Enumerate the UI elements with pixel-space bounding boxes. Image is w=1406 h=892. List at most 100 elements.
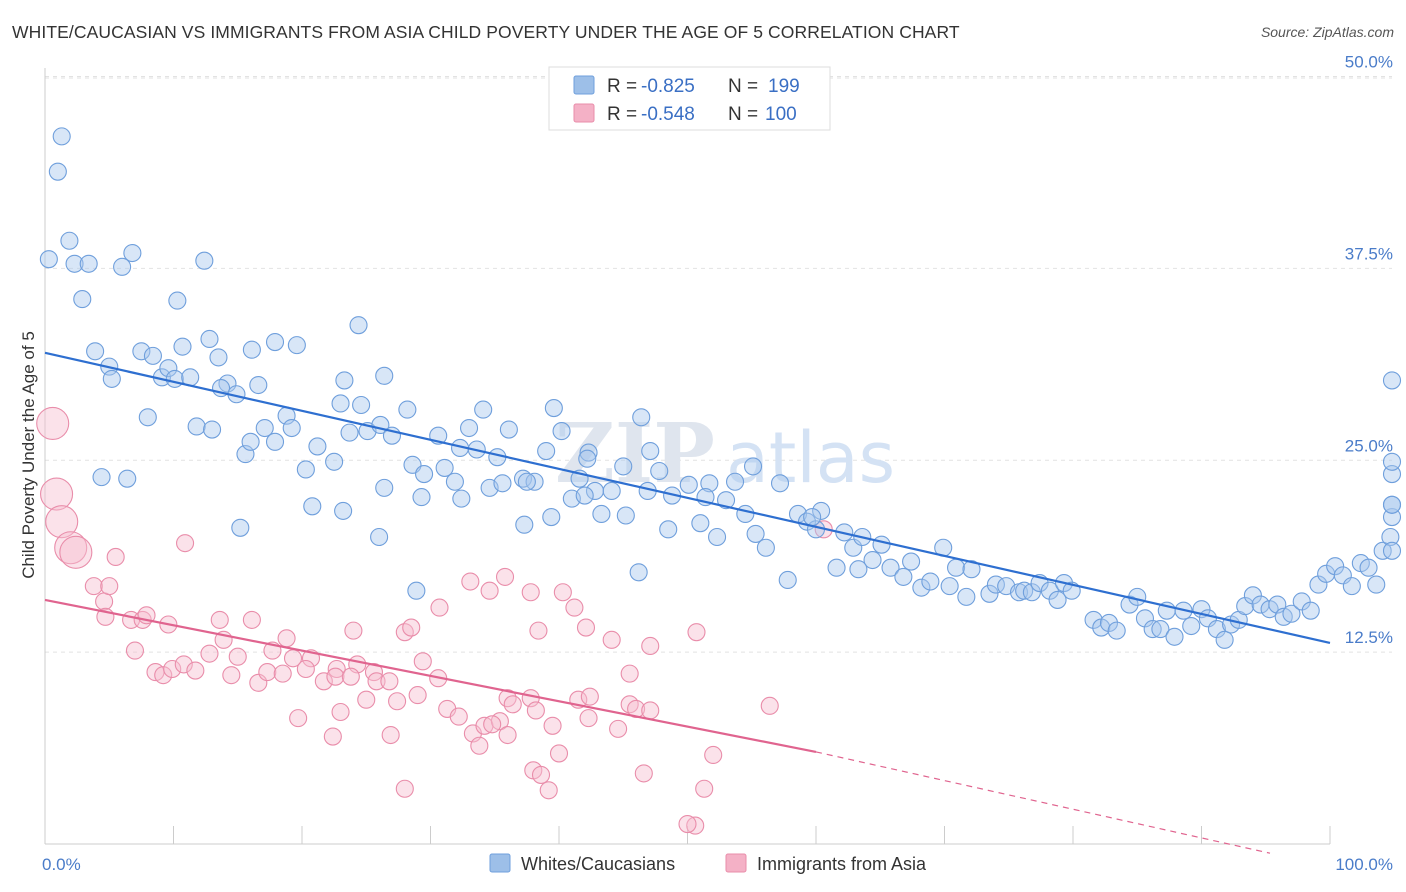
data-point <box>1381 527 1400 547</box>
bottom-legend-swatch-whites <box>489 853 511 873</box>
data-point <box>641 441 660 461</box>
data-point <box>687 623 706 642</box>
data-point <box>176 534 195 553</box>
data-point <box>303 497 322 516</box>
data-point <box>407 581 426 600</box>
data-point <box>1382 495 1402 514</box>
data-point <box>48 162 67 181</box>
data-point <box>143 346 162 365</box>
data-point <box>580 687 599 706</box>
data-point <box>1182 616 1201 636</box>
data-point <box>539 781 558 800</box>
data-point <box>629 563 648 582</box>
data-point <box>102 369 121 388</box>
data-point <box>344 621 363 640</box>
data-point <box>743 457 763 476</box>
data-point <box>544 399 563 418</box>
data-point <box>95 592 114 611</box>
data-point <box>553 583 572 602</box>
data-point <box>65 254 84 273</box>
data-point <box>565 598 584 617</box>
data-point <box>576 618 596 637</box>
data-point <box>375 366 394 385</box>
data-point <box>470 736 489 755</box>
data-point <box>912 578 931 597</box>
data-point <box>529 621 548 640</box>
data-point <box>412 488 431 507</box>
data-point <box>1015 581 1034 600</box>
data-point <box>296 460 315 479</box>
data-point <box>827 558 846 577</box>
data-point <box>700 474 719 493</box>
data-point <box>849 560 868 579</box>
data-point <box>265 333 285 352</box>
y-tick-label: 12.5% <box>1345 628 1393 647</box>
data-point <box>602 481 621 501</box>
data-point <box>296 659 315 679</box>
legend-r-value-asia: -0.548 <box>641 104 695 125</box>
data-point <box>331 702 350 722</box>
data-point <box>138 408 157 427</box>
data-point <box>195 251 214 270</box>
data-point <box>370 527 389 547</box>
data-point <box>708 527 727 547</box>
data-point <box>940 577 959 596</box>
data-point <box>84 577 103 596</box>
legend-n-value-asia: 100 <box>765 104 797 125</box>
data-point <box>962 560 981 579</box>
y-tick-label: 25.0% <box>1345 436 1393 455</box>
data-point <box>395 623 414 642</box>
data-point <box>222 666 241 685</box>
data-point <box>258 663 277 682</box>
trend-line-asia-extension <box>815 751 1271 854</box>
data-point <box>375 478 394 497</box>
data-point <box>543 716 562 735</box>
x-tick-label: 0.0% <box>42 855 81 874</box>
data-point <box>1215 630 1234 649</box>
data-point <box>314 672 333 691</box>
data-point <box>335 371 354 390</box>
data-point <box>480 581 499 600</box>
data-point <box>100 577 119 596</box>
data-point <box>579 709 598 728</box>
data-point <box>678 814 697 834</box>
data-point <box>388 692 407 711</box>
trend-line-asia <box>44 598 817 753</box>
data-point <box>327 659 346 679</box>
data-point <box>503 695 522 714</box>
data-point <box>113 257 132 276</box>
data-point <box>493 474 512 493</box>
data-point <box>803 507 822 527</box>
data-point <box>1022 583 1041 602</box>
data-point <box>474 400 493 419</box>
data-point <box>1120 595 1139 614</box>
trend-lines <box>44 351 1331 854</box>
data-point <box>575 486 594 505</box>
data-point <box>265 432 285 451</box>
data-point <box>1099 613 1119 633</box>
data-point <box>1107 621 1126 640</box>
data-point <box>209 348 228 367</box>
data-point <box>756 538 775 557</box>
data-point <box>1282 604 1301 623</box>
data-point <box>620 664 639 683</box>
data-point <box>1367 575 1386 594</box>
data-point <box>872 535 891 554</box>
data-point <box>686 816 705 835</box>
data-point <box>165 369 184 388</box>
data-point <box>40 477 74 511</box>
data-point <box>60 231 79 250</box>
data-point <box>352 395 371 415</box>
y-tick-label: 37.5% <box>1345 244 1393 263</box>
data-point <box>691 514 710 533</box>
legend-r-label-asia: R = <box>607 104 637 125</box>
data-point <box>73 290 92 309</box>
data-point <box>39 250 58 269</box>
data-point <box>86 342 105 361</box>
series-whites-caucasians <box>39 127 1402 649</box>
data-point <box>123 243 142 263</box>
data-point <box>495 567 515 586</box>
data-point <box>242 610 261 629</box>
legend-swatch-whites <box>573 75 595 95</box>
chart-title: WHITE/CAUCASIAN VS IMMIGRANTS FROM ASIA … <box>12 22 960 42</box>
